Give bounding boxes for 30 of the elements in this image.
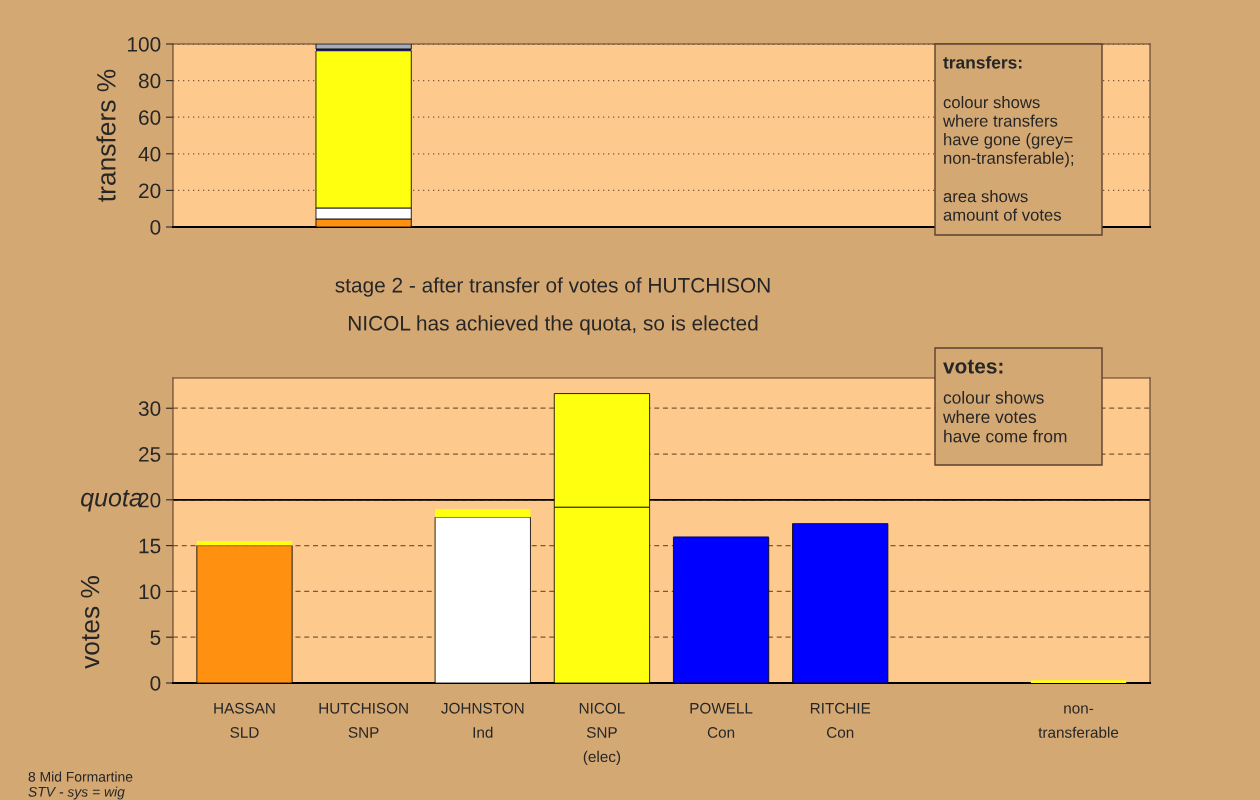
text: STV - sys = wig xyxy=(28,786,125,800)
y-tick-label: 0 xyxy=(150,676,161,691)
text: votes: xyxy=(943,359,1003,374)
x-tick-label: RITCHIE Con xyxy=(810,702,871,738)
y-tick-label: 30 xyxy=(138,401,161,416)
text: 8 Mid Formartine xyxy=(28,771,133,782)
y-tick-label: 0 xyxy=(150,220,161,235)
y-tick-label: 80 xyxy=(138,73,161,89)
chart-title: stage 2 - after transfer of votes of HUTCHISON xyxy=(335,277,770,297)
y-axis-title: votes % xyxy=(80,576,100,669)
y-tick-label: 15 xyxy=(139,538,161,554)
annotation: colour shows where votes have come from xyxy=(942,391,1067,443)
y-tick-label: 40 xyxy=(138,146,161,162)
y-tick-label: 100 xyxy=(128,37,161,52)
annotation: colour shows where transfers have gone (grey= non-transferable); xyxy=(942,96,1074,168)
x-tick-label: non- transferable xyxy=(1038,705,1119,738)
x-tick-label: JOHNSTON Ind xyxy=(441,702,524,738)
y-tick-label: 60 xyxy=(139,110,161,125)
annotation: area shows amount of votes xyxy=(943,190,1061,221)
x-tick-label: POWELL Con xyxy=(690,702,753,738)
x-tick-label: HASSAN SLD xyxy=(214,702,275,738)
x-tick-label: HUTCHISON SNP xyxy=(319,702,408,738)
y-tick-label: 10 xyxy=(139,584,161,600)
y-tick-label: 5 xyxy=(150,630,161,645)
chart-subtitle: NICOL has achieved the quota, so is elected xyxy=(348,315,758,335)
y-tick-label: 25 xyxy=(139,447,161,462)
annotation: transfers: xyxy=(943,55,1022,69)
y-tick-label: 20 xyxy=(139,183,161,199)
x-tick-label: NICOL SNP (elec) xyxy=(579,702,625,766)
y-axis-title: transfers % xyxy=(96,69,116,202)
